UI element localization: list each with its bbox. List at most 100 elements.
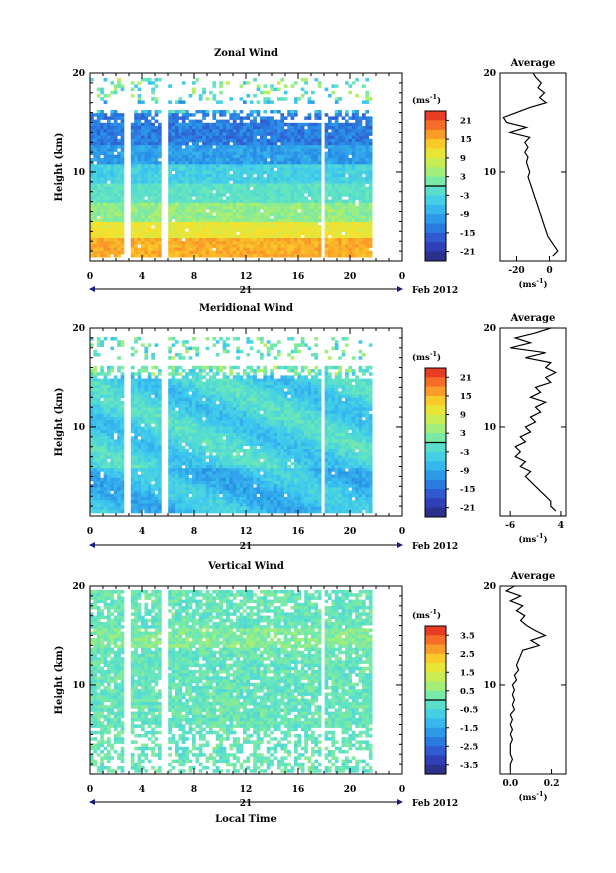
heatmap-cell bbox=[249, 394, 254, 399]
heatmap-cell bbox=[304, 135, 308, 140]
heatmap-cell bbox=[331, 145, 336, 149]
heatmap-cell bbox=[331, 126, 336, 130]
heatmap-cell bbox=[158, 129, 162, 133]
heatmap-cell bbox=[334, 241, 339, 245]
heatmap-cell bbox=[239, 186, 244, 191]
heatmap-cell bbox=[253, 167, 257, 172]
heatmap-cell bbox=[270, 186, 274, 191]
heatmap-cell bbox=[158, 190, 162, 194]
heatmap-cell bbox=[287, 365, 291, 370]
heatmap-cell bbox=[280, 254, 285, 258]
heatmap-cell bbox=[141, 234, 145, 239]
heatmap-cell bbox=[107, 365, 111, 370]
heatmap-cell bbox=[110, 369, 115, 373]
heatmap-cell bbox=[283, 365, 288, 370]
heatmap-cell bbox=[120, 343, 125, 347]
heatmap-cell bbox=[243, 372, 247, 376]
heatmap-cell bbox=[185, 113, 189, 117]
heatmap-cell bbox=[294, 167, 298, 172]
heatmap-cell bbox=[103, 116, 108, 120]
heatmap-cell bbox=[294, 343, 298, 347]
heatmap-cell bbox=[328, 94, 332, 98]
heatmap-cell bbox=[195, 381, 200, 386]
heatmap-cell bbox=[300, 238, 305, 242]
heatmap-cell bbox=[198, 234, 203, 239]
heatmap-cell bbox=[178, 353, 183, 357]
heatmap-cell bbox=[93, 234, 98, 239]
heatmap-cell bbox=[239, 154, 244, 159]
heatmap-cell bbox=[151, 186, 155, 191]
heatmap-cell bbox=[277, 244, 281, 248]
heatmap-cell bbox=[368, 129, 373, 133]
heatmap-cell bbox=[345, 401, 349, 405]
heatmap-cell bbox=[93, 385, 98, 389]
heatmap-cell bbox=[338, 129, 342, 133]
heatmap-cell bbox=[117, 394, 121, 399]
heatmap-cell bbox=[137, 193, 142, 197]
heatmap-cell bbox=[263, 215, 268, 220]
heatmap-cell bbox=[232, 142, 237, 146]
heatmap-cell bbox=[117, 116, 121, 120]
heatmap-cell bbox=[171, 394, 176, 399]
heatmap-cell bbox=[239, 110, 244, 114]
heatmap-cell bbox=[144, 254, 149, 258]
heatmap-cell bbox=[365, 234, 370, 239]
heatmap-cell bbox=[266, 100, 271, 104]
heatmap-cell bbox=[168, 397, 172, 402]
heatmap-cell bbox=[263, 90, 268, 95]
heatmap-cell bbox=[236, 401, 240, 405]
heatmap-cell bbox=[158, 164, 162, 168]
heatmap-cell bbox=[137, 158, 142, 162]
heatmap-cell bbox=[338, 193, 342, 197]
heatmap-cell bbox=[290, 391, 295, 395]
heatmap-cell bbox=[331, 202, 336, 207]
heatmap-cell bbox=[236, 407, 240, 411]
heatmap-cell bbox=[243, 177, 247, 181]
heatmap-cell bbox=[263, 254, 268, 258]
heatmap-cell bbox=[113, 209, 118, 213]
heatmap-cell bbox=[219, 177, 223, 181]
heatmap-cell bbox=[277, 126, 281, 130]
heatmap-cell bbox=[355, 154, 359, 159]
heatmap-cell bbox=[198, 174, 203, 178]
heatmap-cell bbox=[154, 100, 159, 104]
heatmap-cell bbox=[151, 218, 155, 223]
heatmap-cell bbox=[103, 241, 108, 245]
heatmap-cell bbox=[154, 202, 159, 207]
heatmap-cell bbox=[215, 170, 220, 175]
heatmap-cell bbox=[307, 397, 312, 402]
heatmap-cell bbox=[113, 154, 118, 159]
heatmap-cell bbox=[154, 250, 159, 255]
heatmap-cell bbox=[185, 206, 189, 210]
heatmap-cell bbox=[273, 87, 278, 92]
heatmap-cell bbox=[151, 244, 155, 248]
heatmap-cell bbox=[110, 244, 115, 248]
heatmap-cell bbox=[256, 349, 261, 354]
heatmap-cell bbox=[171, 119, 176, 124]
heatmap-cell bbox=[144, 231, 149, 236]
heatmap-cell bbox=[290, 116, 295, 120]
heatmap-cell bbox=[100, 206, 104, 210]
heatmap-cell bbox=[290, 407, 295, 411]
heatmap-cell bbox=[107, 170, 111, 175]
heatmap-cell bbox=[243, 215, 247, 220]
heatmap-cell bbox=[324, 126, 329, 130]
heatmap-cell bbox=[358, 132, 363, 136]
heatmap-cell bbox=[192, 365, 196, 370]
heatmap-cell bbox=[151, 381, 155, 386]
heatmap-cell bbox=[178, 254, 183, 258]
heatmap-cell bbox=[158, 154, 162, 159]
heatmap-cell bbox=[232, 365, 237, 370]
heatmap-cell bbox=[331, 250, 336, 255]
heatmap-cell bbox=[345, 407, 349, 411]
heatmap-cell bbox=[239, 254, 244, 258]
heatmap-cell bbox=[222, 401, 227, 405]
heatmap-cell bbox=[246, 254, 251, 258]
heatmap-cell bbox=[290, 337, 295, 341]
heatmap-cell bbox=[277, 129, 281, 133]
heatmap-cell bbox=[351, 206, 356, 210]
heatmap-cell bbox=[317, 407, 322, 411]
heatmap-cell bbox=[280, 132, 285, 136]
heatmap-cell bbox=[253, 116, 257, 120]
heatmap-cell bbox=[219, 413, 223, 418]
